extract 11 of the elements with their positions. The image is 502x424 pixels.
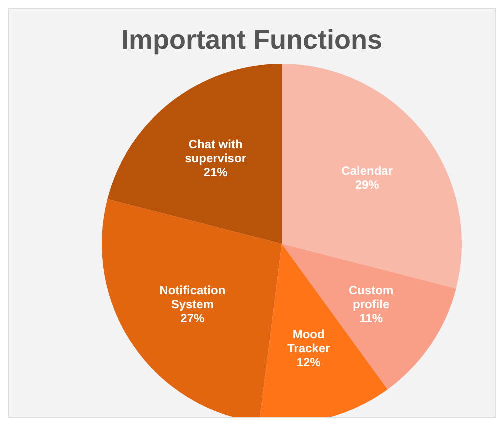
slice-label: Mood Tracker [288, 328, 331, 356]
data-label: 29% [355, 178, 380, 192]
data-label: 12% [296, 356, 322, 370]
slice-label: Custom profile [348, 284, 394, 312]
slice-label: Notification System [160, 284, 226, 312]
chart-title: Important Functions [120, 25, 384, 56]
slice-label: Calendar [342, 164, 394, 178]
data-label: 27% [180, 312, 206, 326]
slice-label: Chat with supervisor [185, 138, 247, 166]
data-label: 11% [360, 312, 384, 326]
data-label: 21% [204, 166, 228, 180]
